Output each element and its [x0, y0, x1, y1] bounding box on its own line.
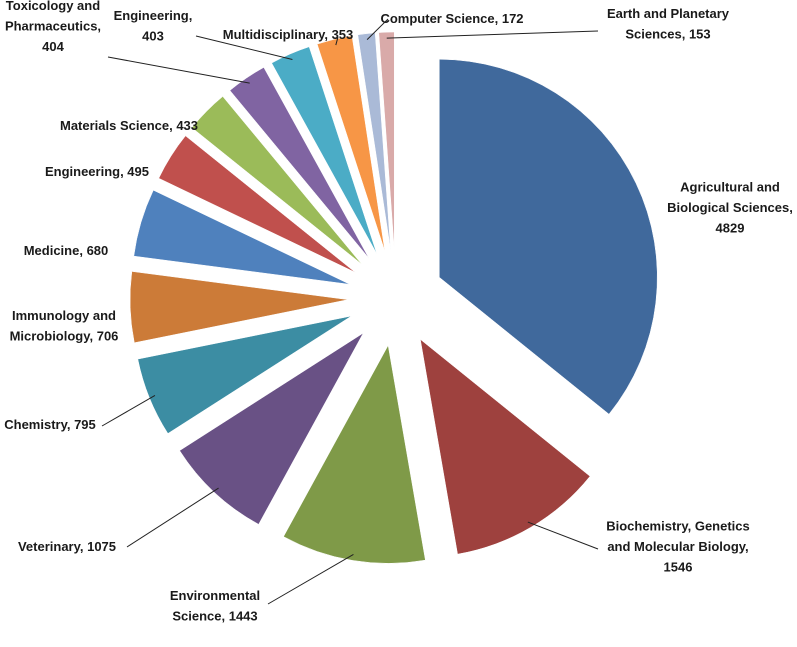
- slice-label: Medicine, 680: [24, 243, 109, 258]
- slice-label: Agricultural and Biological Sciences, 4829: [667, 180, 793, 236]
- slice-label: Environmental Science, 1443: [170, 588, 260, 624]
- leader-line: [101, 395, 156, 427]
- pie-slice-immunology-and-microbiology: [129, 271, 349, 344]
- pie-slice-medicine: [133, 189, 351, 285]
- slice-label: Biochemistry, Genetics and Molecular Biol…: [606, 519, 750, 575]
- pie-slice-materials-science: [191, 96, 363, 265]
- leader-line: [195, 35, 293, 61]
- slice-label: Materials Science, 433: [60, 118, 198, 133]
- pie-slice-agricultural-and-biological-sciences: [439, 59, 658, 415]
- slice-label: Earth and Planetary Sciences, 153: [607, 6, 730, 42]
- pie-slice-chemistry: [137, 315, 352, 434]
- pie-slice-multidisciplinary: [316, 35, 386, 252]
- pie-slice-veterinary: [179, 332, 364, 525]
- slice-label: Chemistry, 795: [4, 417, 96, 432]
- pie-slice-chemical-engineering: [271, 46, 378, 255]
- leader-line: [107, 56, 250, 84]
- slice-label: Computer Science, 172: [380, 11, 523, 26]
- leader-line: [527, 521, 599, 550]
- slice-label: Veterinary, 1075: [18, 539, 116, 554]
- leader-line: [267, 554, 354, 605]
- pie-slice-pharmacology-toxicology-and-pharmaceutics: [229, 67, 370, 259]
- slice-label: ChemicalEngineering,403: [114, 0, 193, 44]
- leader-line: [126, 487, 219, 548]
- slice-label: Immunology and Microbiology, 706: [10, 308, 119, 344]
- pie-slice-engineering: [158, 135, 356, 273]
- pie-slice-biochemistry-genetics-and-molecular-biology: [419, 338, 591, 555]
- pie-slice-environmental-science: [283, 344, 426, 564]
- slice-label: Engineering, 495: [45, 164, 149, 179]
- slice-label: Multidisciplinary, 353: [223, 27, 354, 42]
- pie-slice-earth-and-planetary-sciences: [378, 31, 395, 251]
- leader-line: [335, 36, 339, 46]
- pie-slice-computer-science: [357, 32, 391, 251]
- leader-line: [366, 18, 389, 40]
- leader-line: [386, 30, 599, 39]
- slice-label: Pharmacology,Toxicology andPharmaceutics…: [5, 0, 101, 54]
